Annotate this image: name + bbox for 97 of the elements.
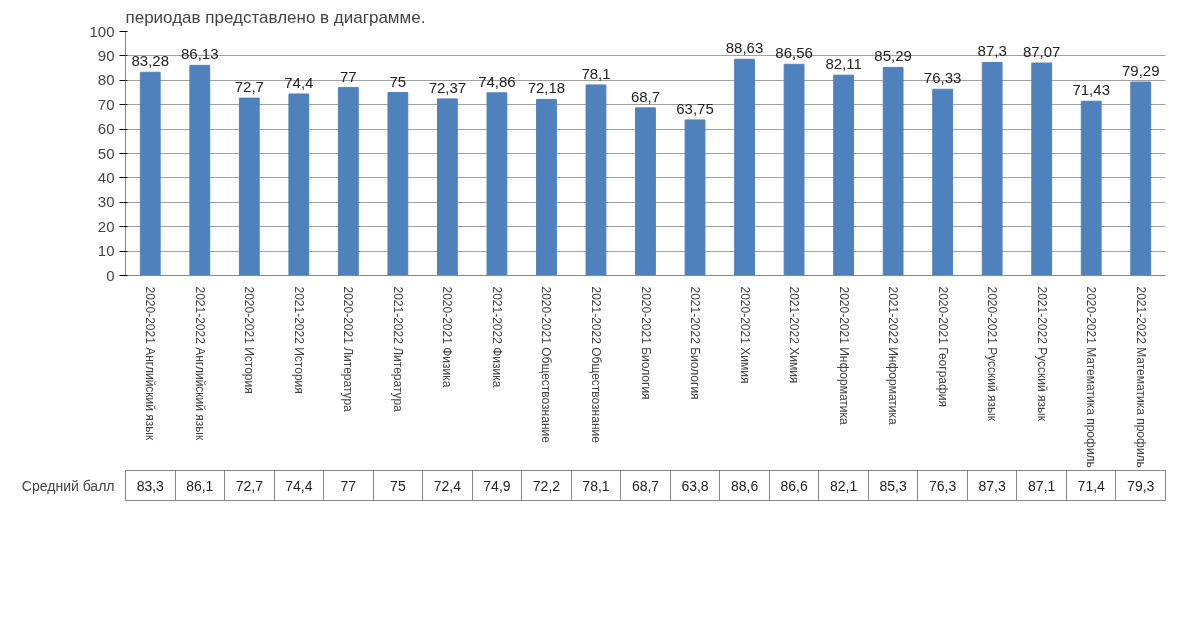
data-label: 68,7 — [630, 87, 661, 105]
data-label: 71,43 — [1072, 81, 1110, 99]
data-label: 72,37 — [428, 78, 467, 96]
bar — [387, 92, 409, 276]
text: 87,1 — [1028, 477, 1056, 494]
text: Средний балл — [21, 477, 115, 494]
data-label: 85,29 — [874, 47, 912, 65]
bar — [734, 58, 755, 276]
data-label: 82,11 — [825, 55, 862, 73]
x-tick-label: 2021-2022 Русский язык — [1034, 286, 1049, 422]
text: 86,1 — [186, 477, 214, 494]
data-label: 87,07 — [1022, 43, 1061, 61]
bar — [1080, 100, 1102, 276]
text: 85,3 — [879, 477, 907, 494]
bar — [337, 87, 359, 276]
bar — [684, 119, 706, 276]
data-label: 88,63 — [725, 39, 764, 57]
x-tick-label: 2020-2021 Биология — [638, 286, 653, 400]
text: 72,7 — [235, 477, 264, 494]
text: 82,1 — [829, 477, 858, 494]
x-tick-label: 2020-2021 Обществознание — [539, 286, 554, 444]
bar — [1031, 62, 1053, 276]
data-label: 75 — [389, 72, 407, 90]
text: 86,6 — [780, 477, 808, 494]
data-label: 72,7 — [234, 78, 264, 96]
bar — [486, 92, 508, 276]
x-tick-label: 2021-2022 Английский язык — [192, 286, 207, 441]
y-tick-label: 0 — [106, 266, 115, 284]
y-tick-label: 100 — [89, 22, 115, 40]
x-tick-label: 2020-2021 Физика — [440, 286, 455, 388]
data-label: 83,28 — [131, 52, 170, 70]
x-tick-label: 2021-2022 Обществознание — [588, 286, 603, 444]
y-tick-label: 60 — [97, 120, 115, 138]
data-label: 74,86 — [478, 72, 516, 90]
data-label: 63,75 — [676, 99, 714, 117]
x-tick-label: 2021-2022 Литература — [390, 286, 405, 413]
bar — [833, 74, 854, 276]
text: периодав представлено в диаграмме. — [125, 7, 426, 27]
text: 71,4 — [1077, 477, 1106, 494]
text: 74,4 — [285, 477, 313, 494]
bar — [981, 61, 1003, 276]
x-tick-label: 2020-2021 География — [935, 286, 950, 408]
text: 79,3 — [1127, 477, 1155, 494]
text: 87,3 — [978, 477, 1006, 494]
text: 77 — [340, 477, 357, 494]
x-tick-label: 2020-2021 История — [242, 286, 257, 394]
data-label: 76,33 — [923, 69, 962, 87]
x-tick-label: 2021-2022 Биология — [688, 286, 703, 400]
y-tick-label: 80 — [97, 71, 115, 89]
bar — [1130, 81, 1152, 276]
x-tick-label: 2021-2022 Информатика — [886, 286, 901, 426]
x-tick-label: 2020-2021 Математика профиль — [1084, 286, 1099, 468]
text: 88,6 — [730, 477, 759, 494]
bar — [783, 63, 805, 276]
bar — [437, 98, 458, 276]
text: 74,9 — [483, 477, 511, 494]
x-tick-label: 2021-2022 Химия — [787, 286, 802, 384]
y-tick-label: 20 — [97, 217, 115, 235]
text: 78,1 — [582, 477, 610, 494]
y-tick-label: 90 — [97, 46, 115, 64]
data-label: 72,18 — [527, 79, 566, 97]
text: 75 — [390, 477, 406, 494]
data-label: 77 — [340, 67, 357, 85]
text: 72,4 — [433, 477, 462, 494]
bar — [536, 98, 557, 276]
bar — [189, 64, 211, 276]
data-label: 74,4 — [284, 73, 314, 91]
text: 63,8 — [681, 477, 709, 494]
data-label: 87,3 — [977, 42, 1007, 60]
y-tick-label: 50 — [97, 144, 115, 162]
x-tick-label: 2020-2021 Русский язык — [985, 286, 1000, 422]
y-tick-label: 40 — [97, 168, 115, 186]
y-tick-label: 10 — [97, 242, 115, 260]
text: 76,3 — [929, 477, 957, 494]
text: 68,7 — [631, 477, 660, 494]
bar — [238, 97, 260, 276]
bar — [932, 88, 954, 276]
x-tick-label: 2021-2022 Физика — [489, 286, 504, 388]
text: 72,2 — [532, 477, 561, 494]
x-tick-label: 2020-2021 Химия — [737, 286, 752, 384]
data-label: 86,13 — [181, 45, 219, 63]
bar — [585, 84, 607, 276]
x-tick-label: 2021-2022 История — [291, 286, 306, 394]
data-label: 78,1 — [581, 64, 611, 82]
bar — [288, 93, 310, 276]
y-tick-label: 70 — [97, 95, 115, 113]
bar — [139, 71, 161, 276]
y-tick-label: 30 — [97, 193, 115, 211]
text: 83,3 — [136, 477, 165, 494]
x-tick-label: 2020-2021 Информатика — [836, 286, 851, 426]
x-tick-label: 2021-2022 Математика профиль — [1133, 286, 1148, 468]
data-label: 86,56 — [775, 44, 813, 62]
bar — [882, 66, 904, 276]
bar — [635, 107, 656, 276]
x-tick-label: 2020-2021 Английский язык — [143, 286, 158, 441]
x-tick-label: 2020-2021 Литература — [341, 286, 356, 413]
data-label: 79,29 — [1121, 62, 1160, 80]
